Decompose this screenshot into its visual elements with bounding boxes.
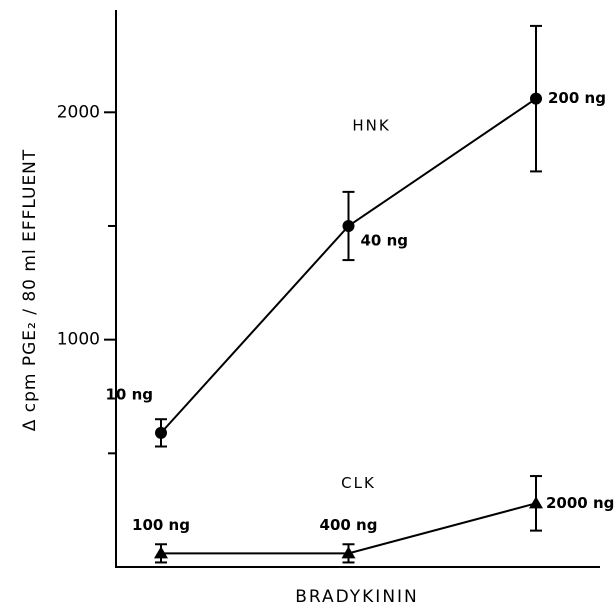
marker [342, 219, 355, 232]
point-label: 200 ng [548, 89, 606, 107]
x-axis-label: BRADYKININ [295, 587, 419, 607]
y-tick-label: 1000 [57, 330, 100, 350]
marker [155, 426, 167, 439]
point-label: 10 ng [105, 385, 153, 403]
y-axis-label: Δ cpm PGE₂ / 80 ml EFFLUENT [20, 149, 40, 432]
marker [341, 546, 356, 559]
y-tick-label: 2000 [57, 102, 100, 122]
marker [529, 496, 543, 509]
point-label: 400 ng [320, 516, 378, 534]
series-name: HNK [352, 116, 390, 134]
point-label: 2000 ng [546, 494, 614, 512]
marker [154, 546, 168, 559]
point-label: 100 ng [132, 516, 190, 534]
series-line [160, 97, 537, 434]
point-label: 40 ng [361, 231, 409, 249]
marker [530, 92, 542, 105]
series-name: CLK [341, 474, 376, 492]
